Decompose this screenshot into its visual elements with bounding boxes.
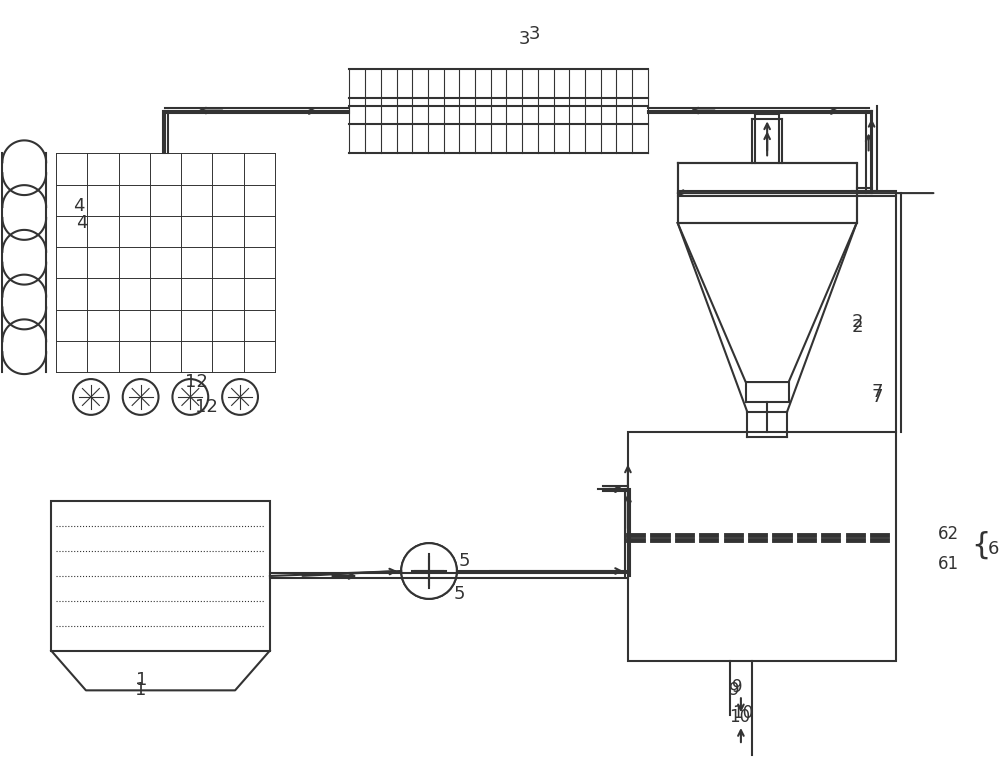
Text: 1: 1 [135, 681, 146, 699]
Text: 61: 61 [938, 555, 959, 573]
Text: 9: 9 [729, 681, 740, 699]
Text: 1: 1 [136, 672, 147, 690]
Text: 2: 2 [852, 314, 863, 332]
Text: 7: 7 [872, 383, 883, 401]
Text: 7: 7 [872, 388, 883, 406]
Bar [628, 432, 896, 661]
Bar [51, 501, 270, 651]
Text: 10: 10 [732, 705, 753, 723]
Text: 9: 9 [732, 678, 743, 696]
Text: 2: 2 [852, 318, 863, 336]
Text: 12: 12 [185, 373, 208, 391]
Text: 12: 12 [195, 398, 218, 416]
Text: 3: 3 [528, 25, 540, 43]
Circle shape [401, 543, 457, 599]
Text: 62: 62 [938, 526, 959, 543]
Text: 5: 5 [459, 552, 470, 570]
Text: 3: 3 [519, 30, 530, 48]
Text: 4: 4 [73, 197, 84, 215]
Text: 4: 4 [76, 214, 87, 232]
Text: 5: 5 [454, 585, 465, 603]
Text: 10: 10 [729, 708, 750, 726]
Text: 6: 6 [988, 540, 999, 558]
Text: {: { [971, 531, 990, 560]
